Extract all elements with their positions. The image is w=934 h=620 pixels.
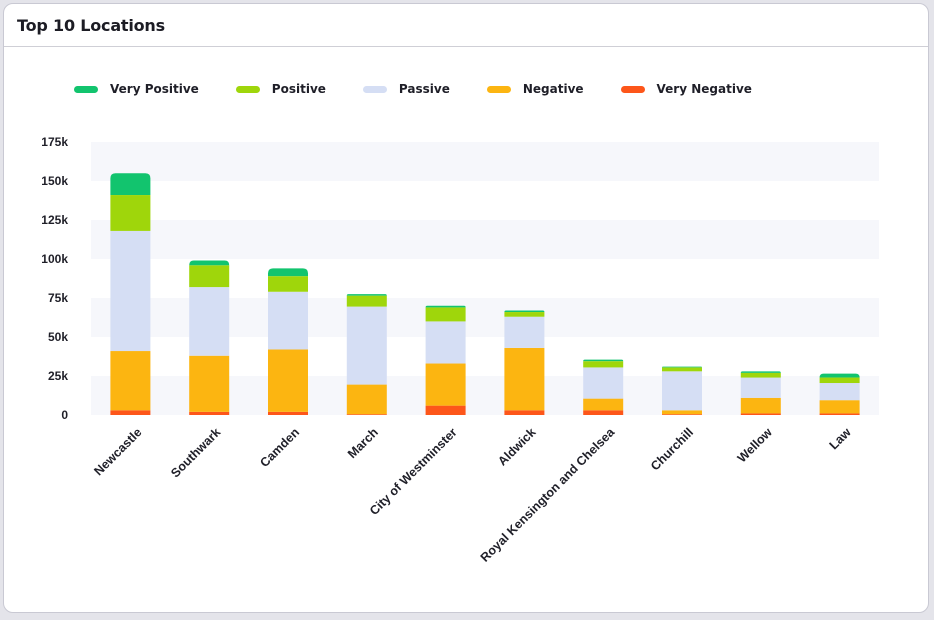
legend-swatch xyxy=(486,85,511,93)
y-tick-label: 50k xyxy=(48,330,68,344)
bar-segment xyxy=(346,384,387,415)
bar-segment xyxy=(346,294,387,296)
x-tick-label: City of Westminster xyxy=(367,425,460,518)
bar-segment xyxy=(740,397,781,414)
x-tick-label: Aldwick xyxy=(495,425,538,468)
bar-segment xyxy=(740,413,781,415)
bar-segment xyxy=(504,347,545,411)
bar-segment xyxy=(425,405,466,415)
bar-segment xyxy=(583,398,624,411)
bar-segment xyxy=(504,312,545,317)
bar-segment xyxy=(268,268,308,277)
grid-band xyxy=(91,220,879,259)
bar-segment xyxy=(268,291,308,350)
bar-segment xyxy=(819,377,860,384)
stacked-bar-chart: 0 25k 50k 75k 100k 125k 150k 175k Newcastle South… xyxy=(41,135,879,565)
legend-label: Very Positive xyxy=(110,82,199,96)
x-tick-label: Churchill xyxy=(648,425,696,473)
bar-segment xyxy=(504,410,545,415)
legend-swatch xyxy=(362,85,387,93)
bar-segment xyxy=(819,383,860,401)
x-tick-label: March xyxy=(345,425,381,461)
bar-segment xyxy=(740,371,781,373)
bar-segment xyxy=(740,372,781,378)
legend-swatch xyxy=(235,85,260,93)
bar-segment xyxy=(662,367,702,372)
bar-segment xyxy=(189,260,230,266)
bar-segment xyxy=(110,195,151,231)
x-tick-label: Camden xyxy=(257,425,302,470)
bar-segment xyxy=(583,359,624,362)
legend-label: Passive xyxy=(398,82,450,96)
bar-segment xyxy=(110,173,151,196)
legend: Very Positive Positive Passive Negative … xyxy=(74,82,789,96)
grid-band xyxy=(91,142,879,181)
x-tick-label: Southwark xyxy=(168,425,223,480)
bar-segment xyxy=(110,230,151,352)
bar-segment xyxy=(662,366,702,368)
bar-segment xyxy=(425,321,466,364)
y-tick-label: 100k xyxy=(41,252,68,266)
x-tick-label: Law xyxy=(827,425,854,452)
bar-segment xyxy=(268,411,308,415)
legend-swatch xyxy=(74,85,98,93)
bar-segment xyxy=(189,355,230,412)
legend-item-positive[interactable]: Positive xyxy=(235,82,326,96)
legend-item-passive[interactable]: Passive xyxy=(362,82,450,96)
y-tick-label: 150k xyxy=(41,174,68,188)
bar-segment xyxy=(662,371,702,411)
bar-segment xyxy=(268,349,308,412)
bar-segment xyxy=(346,295,387,307)
x-tick-label: Newcastle xyxy=(91,425,144,478)
card-title: Top 10 Locations xyxy=(17,15,165,35)
bar-segment xyxy=(662,414,702,415)
y-tick-label: 25k xyxy=(48,369,68,383)
bar-segment xyxy=(425,363,466,406)
legend-label: Very Negative xyxy=(656,82,752,96)
x-tick-label: Wellow xyxy=(735,425,775,465)
bar-segment xyxy=(819,400,860,414)
bar-segment xyxy=(583,367,624,399)
y-tick-label: 125k xyxy=(41,213,68,227)
legend-label: Negative xyxy=(522,82,584,96)
bar-segment xyxy=(740,377,781,398)
bar-segment xyxy=(662,410,702,415)
bar-segment xyxy=(110,410,151,415)
bar-segment xyxy=(425,305,466,308)
bar-segment xyxy=(189,411,230,415)
bar-segment xyxy=(583,361,624,368)
bar-segment xyxy=(425,307,466,322)
y-tick-label: 75k xyxy=(48,291,68,305)
bar-segment xyxy=(110,351,151,411)
chart-card: Top 10 Locations Very Positive Positive … xyxy=(3,3,929,613)
x-tick-label: Royal Kensington and Chelsea xyxy=(478,424,618,564)
legend-label: Positive xyxy=(271,82,326,96)
card-header: Top 10 Locations xyxy=(4,4,928,47)
bar-segment xyxy=(504,310,545,313)
legend-item-very-negative[interactable]: Very Negative xyxy=(620,82,752,96)
bar-segment xyxy=(189,287,230,356)
bar-segment xyxy=(346,414,387,415)
legend-item-negative[interactable]: Negative xyxy=(486,82,584,96)
bar-segment xyxy=(504,316,545,348)
bar-segment xyxy=(346,306,387,385)
bar-segment xyxy=(583,410,624,415)
y-tick-label: 0 xyxy=(61,408,68,422)
bar-segment xyxy=(268,276,308,292)
legend-swatch xyxy=(620,85,645,93)
bar-segment xyxy=(819,413,860,415)
bar-segment xyxy=(189,265,230,288)
legend-item-very-positive[interactable]: Very Positive xyxy=(74,82,199,96)
y-tick-label: 175k xyxy=(41,135,68,149)
bar-segment xyxy=(819,373,860,378)
